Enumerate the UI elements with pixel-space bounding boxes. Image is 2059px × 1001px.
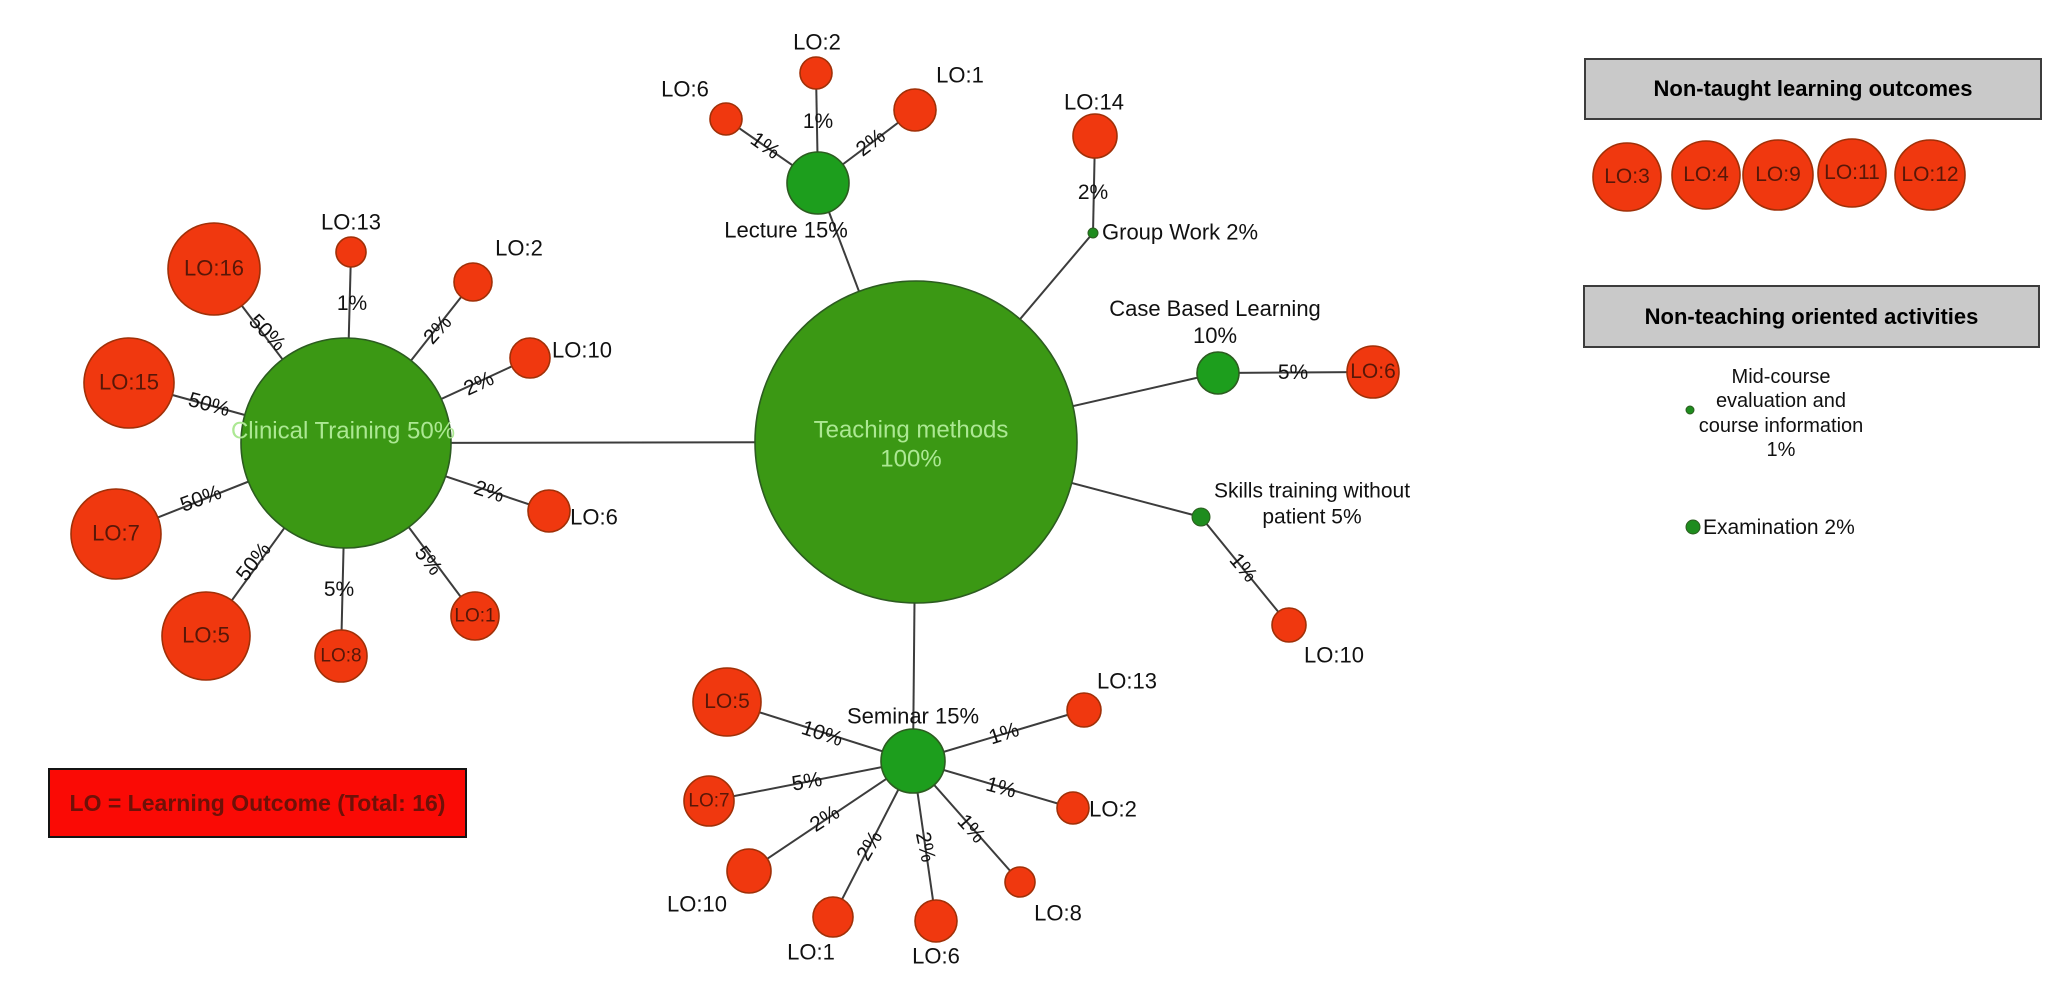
node-lo9-legend: [1742, 139, 1814, 211]
node-lo6-seminar: [914, 899, 958, 943]
examination-caption: Examination 2%: [1703, 516, 1855, 540]
lo10-clinical-label: LO:10: [552, 337, 612, 363]
node-label-clinical-training: Clinical Training 50%: [230, 417, 456, 445]
node-lo10-seminar: [726, 848, 772, 894]
node-lo8-seminar: [1004, 866, 1036, 898]
node-case-based-learning: [1196, 351, 1240, 395]
node-lo1-clinical: [450, 591, 500, 641]
lo13-clinical-label: LO:13: [321, 209, 381, 235]
node-clinical-training: [240, 337, 452, 549]
node-lo13-seminar: [1066, 692, 1102, 728]
seminar-caption: Seminar 15%: [846, 703, 980, 729]
lo14-groupwork-label: LO:14: [1064, 89, 1124, 115]
lo2-clinical-label: LO:2: [495, 235, 543, 261]
midcourse-caption: Mid-course evaluation and course informa…: [1698, 366, 1864, 462]
lecture-caption: Lecture 15%: [724, 217, 848, 243]
edge-label-clinical-lo8: 5%: [323, 578, 355, 602]
node-label-lo5-seminar: LO:5: [704, 690, 750, 714]
lo1-lecture-label: LO:1: [936, 62, 984, 88]
node-examination-dot: [1685, 519, 1701, 535]
node-midcourse-dot: [1685, 405, 1695, 415]
lo10-seminar-label: LO:10: [667, 891, 727, 917]
edge-label-lecture-lo2: 1%: [802, 110, 834, 134]
node-lo7-seminar: [683, 775, 735, 827]
node-label-lo7-clinical: LO:7: [92, 520, 140, 546]
node-lo6-lecture: [709, 102, 743, 136]
node-label-lo1-clinical: LO:1: [454, 605, 496, 627]
node-lo12-legend: [1894, 139, 1966, 211]
node-seminar: [880, 728, 946, 794]
lo10-skills-label: LO:10: [1304, 642, 1364, 668]
node-label-teaching-methods: Teaching methods 100%: [813, 416, 1009, 473]
lo6-seminar-label: LO:6: [912, 943, 960, 969]
lo13-seminar-label: LO:13: [1097, 668, 1157, 694]
node-lo5-seminar: [692, 667, 762, 737]
node-label-lo12-legend: LO:12: [1901, 163, 1959, 187]
edge-seminar-lo7: [708, 760, 914, 802]
edge-label-groupwork-lo14: 2%: [1077, 181, 1109, 205]
lo-abbreviation-note: LO = Learning Outcome (Total: 16): [48, 768, 467, 838]
node-lo15-clinical: [83, 337, 175, 429]
node-lo3-legend: [1592, 142, 1662, 212]
lo2-seminar-label: LO:2: [1089, 796, 1137, 822]
node-teaching-methods: [754, 280, 1078, 604]
skills-caption: Skills training without patient 5%: [1213, 479, 1411, 528]
edge-seminar-lo10: [748, 760, 914, 872]
node-lo7-clinical: [70, 488, 162, 580]
node-label-lo11-legend: LO:11: [1824, 161, 1880, 185]
node-lo1-seminar: [812, 896, 854, 938]
node-lo10-skills: [1271, 607, 1307, 643]
node-lo6-cbl: [1346, 345, 1400, 399]
node-lo6-clinical: [527, 489, 571, 533]
edge-label-cbl-lo6: 5%: [1277, 361, 1309, 385]
node-skills-dot: [1191, 507, 1211, 527]
node-lo14-groupwork: [1072, 113, 1118, 159]
node-label-lo16-clinical: LO:16: [184, 255, 244, 281]
non-teaching-header: Non-teaching oriented activities: [1583, 285, 2040, 348]
edge-skills-lo10: [1200, 516, 1290, 626]
non-taught-header: Non-taught learning outcomes: [1584, 58, 2042, 120]
node-label-lo5-clinical: LO:5: [182, 622, 230, 648]
node-lo8-clinical: [314, 629, 368, 683]
node-label-lo9-legend: LO:9: [1755, 163, 1801, 187]
node-lo16-clinical: [167, 222, 261, 316]
lo6-lecture-label: LO:6: [661, 76, 709, 102]
node-label-lo6-cbl: LO:6: [1350, 360, 1396, 384]
lo1-seminar-label: LO:1: [787, 939, 835, 965]
node-label-lo7-seminar: LO:7: [688, 790, 730, 812]
lo8-seminar-label: LO:8: [1034, 900, 1082, 926]
node-label-lo3-legend: LO:3: [1604, 165, 1650, 189]
edge-label-clinical-lo13: 1%: [336, 292, 368, 316]
cbl-caption: Case Based Learning 10%: [1109, 296, 1321, 348]
node-lo2-seminar: [1056, 791, 1090, 825]
groupwork-caption: Group Work 2%: [1102, 219, 1259, 245]
node-lo11-legend: [1817, 138, 1887, 208]
node-lo2-lecture: [799, 56, 833, 90]
node-label-lo4-legend: LO:4: [1683, 163, 1729, 187]
node-lo5-clinical: [161, 591, 251, 681]
node-label-lo8-clinical: LO:8: [320, 645, 362, 667]
node-lo1-lecture: [893, 88, 937, 132]
node-groupwork-dot: [1087, 227, 1099, 239]
node-lecture: [786, 151, 850, 215]
node-lo4-legend: [1671, 140, 1741, 210]
node-label-lo15-clinical: LO:15: [99, 369, 159, 395]
lo6-clinical-label: LO:6: [570, 504, 618, 530]
edge-label-seminar-lo7: 5%: [790, 767, 824, 796]
lo2-lecture-label: LO:2: [793, 29, 841, 55]
node-lo2-clinical: [453, 262, 493, 302]
node-lo13-clinical: [335, 236, 367, 268]
node-lo10-clinical: [509, 337, 551, 379]
